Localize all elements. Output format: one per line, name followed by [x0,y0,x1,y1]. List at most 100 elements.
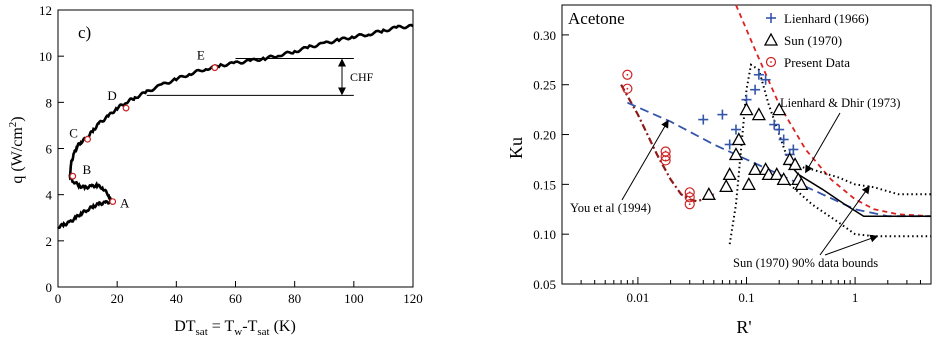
data-point-triangle [741,176,756,191]
left-x-tick-label: 60 [229,291,242,306]
left-plot-frame [57,9,414,288]
data-point-triangle [794,176,809,191]
right-axis-ticks: 0.01 0.1 1 0.05 0.10 0.15 0.20 0.25 0.30 [533,28,921,305]
legend-marker-plus [766,13,776,23]
data-point-plus [730,124,741,135]
data-point-plus [774,124,785,135]
data-point-circle [684,199,695,210]
data-point-triangle [728,147,744,161]
data-point-plus [717,109,728,120]
data-point-triangle [748,162,763,176]
data-point-circle [622,69,633,80]
right-y-tick-label: 0.20 [533,128,556,143]
curve-dash-dot-darkred [620,84,715,203]
data-point-triangle [722,167,737,181]
data-point-circle [622,83,633,94]
data-point-circle [684,192,695,203]
left-y-tick-label: 0 [46,280,53,295]
chf-annotation: CHF [350,70,374,84]
left-y-tick-label: 8 [46,95,53,110]
left-y-tick-label: 10 [39,49,52,64]
point-label-b: B [82,162,91,177]
data-series [622,69,809,210]
data-point-triangle [719,178,734,192]
right-y-tick-label: 0.05 [533,277,556,292]
data-point-circle [660,155,671,166]
curve-dotted-black [728,63,791,245]
right-x-tick-label: 0.01 [627,290,650,305]
data-point-plus [788,144,799,155]
point-label-e: E [197,48,205,63]
point-marker-c [84,135,91,143]
left-x-axis-label: DTsat = Tw-Tsat (K) [174,318,296,338]
point-label-c: C [69,125,78,140]
annotation-you-et-al: You et al (1994) [570,201,651,215]
right-x-axis-label: R' [736,317,751,337]
curve-solid-black [789,163,931,217]
data-point-triangle [731,132,746,146]
point-marker-d [122,104,130,112]
left-y-axis-label: q (W/cm2) [7,116,26,183]
annotation-lienhard-dhir: Lienhard & Dhir (1973) [780,96,900,110]
annotation-arrow [805,112,841,174]
left-x-tick-label: 100 [344,291,364,306]
point-marker-e [211,64,219,72]
curve-dashed-blue [627,101,931,218]
data-point-triangle [776,172,791,186]
data-point-triangle [772,102,787,116]
data-point-triangle [787,157,803,171]
panel-label: c) [78,23,91,42]
boiling-curve-chart: 0 20 40 60 80 100 120 0 2 4 6 8 10 12 A B C D E c) CHF q … [7,3,423,338]
boiling-curve-points: A B C D E [69,48,219,211]
point-marker-b [69,172,77,180]
left-y-tick-label: 6 [46,142,53,157]
annotation-arrow [824,234,879,256]
data-point-triangle [701,186,716,200]
annotation-arrow [819,185,870,256]
boiling-curve-line [57,23,414,230]
left-x-tick-label: 120 [403,291,423,306]
point-label-d: D [107,88,116,103]
left-x-tick-label: 20 [111,291,124,306]
data-point-triangle [769,167,784,181]
ku-vs-r-chart: 0.01 0.1 1 0.05 0.10 0.15 0.20 0.25 0.30 Acetone… [506,4,932,337]
point-label-a: A [120,196,130,211]
data-point-triangle [751,107,766,121]
left-x-tick-label: 40 [170,291,183,306]
chart-annotations: Lienhard & Dhir (1973) You et al (1994) Su… [570,96,900,270]
point-marker-a [109,198,117,205]
data-point-plus [750,84,761,95]
right-y-tick-label: 0.15 [533,177,556,192]
right-x-tick-label: 0.1 [738,290,754,305]
left-x-tick-label: 0 [55,291,62,306]
left-y-tick-label: 2 [46,234,53,249]
left-axis-ticks: 0 20 40 60 80 100 120 0 2 4 6 8 10 12 [39,3,423,306]
right-x-tick-label: 1 [852,290,859,305]
right-y-tick-label: 0.10 [533,227,556,242]
chf-bracket: CHF [146,57,374,96]
data-point-triangle [739,102,754,116]
legend-label: Present Data [784,55,850,70]
data-point-plus [698,114,709,125]
left-y-tick-label: 12 [39,3,52,18]
data-point-plus [760,74,771,85]
annotation-sun-bounds: Sun (1970) 90% data bounds [733,256,878,270]
left-x-tick-label: 80 [288,291,301,306]
annotation-arrow [621,119,669,201]
curve-dotted-black [789,183,931,238]
chart-title: Acetone [568,9,625,28]
legend: Lienhard (1966) Sun (1970) Present Data [763,11,869,70]
data-point-plus [769,119,780,130]
right-y-tick-label: 0.25 [533,78,556,93]
legend-label: Lienhard (1966) [784,11,869,26]
legend-marker-triangle [763,32,779,46]
data-point-plus [753,69,764,80]
left-y-tick-label: 4 [46,188,53,203]
legend-label: Sun (1970) [784,33,842,48]
right-y-axis-label: Ku [506,137,526,159]
data-point-plus [778,134,789,145]
curve-dashed-red [735,4,932,218]
legend-marker-circle [765,56,777,68]
right-plot-frame [561,4,932,285]
